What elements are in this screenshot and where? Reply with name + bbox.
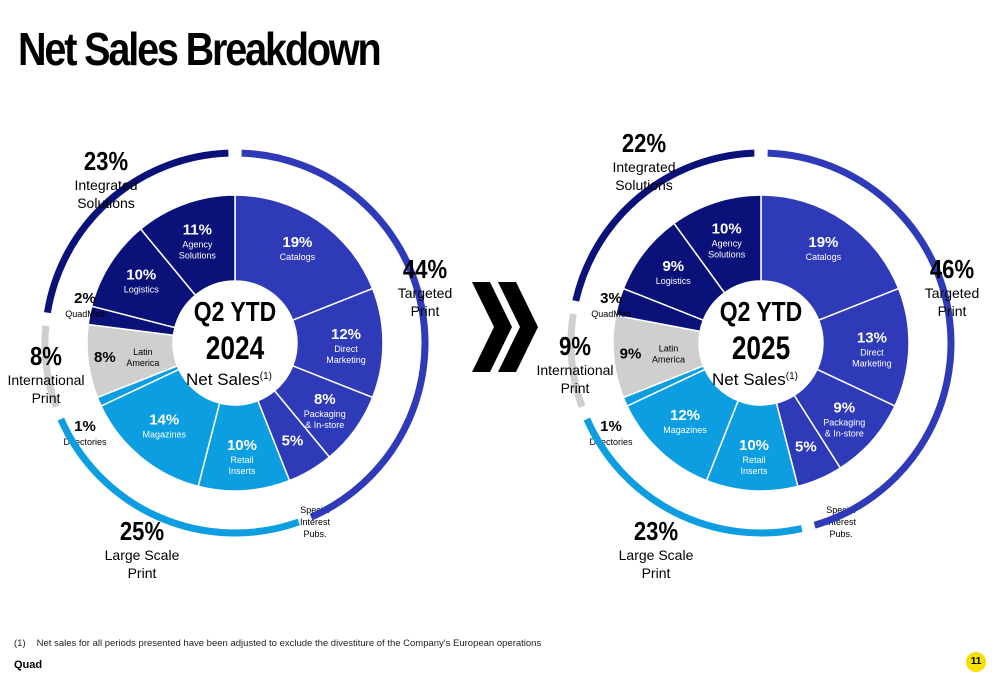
donut-slice-catalogs	[234, 194, 374, 322]
group-arc-integrated-solutions	[572, 149, 755, 302]
group-name-label: Targeted Print	[398, 285, 452, 319]
slice-value-label: 2%	[74, 290, 96, 307]
group-value-label: 44%	[403, 255, 447, 284]
slice-value-label: 12%	[670, 407, 700, 424]
donut-center	[174, 282, 296, 404]
slice-name-label: Latin America	[126, 347, 159, 368]
slice-value-label: 8%	[314, 391, 336, 408]
group-arc-large-scale-print	[583, 417, 803, 537]
group-value-label: 46%	[930, 255, 974, 284]
slice-name-label: Logistics	[124, 285, 160, 295]
group-arc-targeted-print	[241, 149, 429, 521]
group-value-label: 8%	[30, 342, 62, 371]
center-year: 2025	[732, 332, 790, 367]
slice-name-label: Direct Marketing	[326, 344, 366, 365]
slice-name-label: Logistics	[656, 276, 692, 286]
slice-value-label: 5%	[795, 439, 817, 456]
page-number-badge: 11	[966, 652, 986, 672]
group-value-label: 25%	[120, 517, 164, 546]
slice-value-label: 1%	[74, 418, 96, 435]
slice-name-label: Magazines	[663, 425, 707, 435]
slice-name-label: Special Interest Pubs.	[826, 505, 857, 539]
group-arc-integrated-solutions	[43, 149, 229, 314]
slice-value-label: 10%	[227, 437, 257, 454]
footnote-text: Net sales for all periods presented have…	[36, 638, 542, 649]
group-name-label: Large Scale Print	[619, 547, 694, 581]
company-logo: Quad	[14, 659, 43, 671]
slice-value-label: 9%	[662, 258, 684, 275]
slice-value-label: 8%	[94, 349, 116, 366]
group-name-label: International Print	[536, 362, 613, 396]
slice-name-label: QuadMed	[591, 309, 631, 319]
group-name-label: International Print	[7, 372, 84, 406]
center-subtitle: Net Sales(1)	[186, 370, 272, 389]
slice-name-label: Retail Inserts	[228, 455, 256, 476]
slice-value-label: 10%	[739, 437, 769, 454]
slice-name-label: Direct Marketing	[852, 347, 892, 368]
slice-value-label: 19%	[282, 234, 312, 251]
slice-value-label: 19%	[808, 234, 838, 251]
donut-slice-catalogs	[760, 194, 900, 322]
slice-name-label: Packaging & In-store	[823, 417, 865, 438]
slice-name-label: Latin America	[652, 343, 685, 364]
slice-name-label: Packaging & In-store	[304, 409, 346, 430]
group-arc-large-scale-print	[57, 417, 300, 537]
center-year: 2024	[206, 332, 265, 367]
group-value-label: 9%	[559, 332, 591, 361]
slice-value-label: 5%	[282, 432, 304, 449]
slice-value-label: 9%	[620, 345, 642, 362]
double-chevron-right-icon	[472, 282, 538, 372]
slice-name-label: QuadMed	[65, 309, 105, 319]
slice-name-label: Agency Solutions	[708, 238, 746, 259]
donut-center	[700, 282, 822, 404]
group-name-label: Integrated Solutions	[74, 177, 137, 211]
center-subtitle: Net Sales(1)	[712, 370, 798, 389]
slice-value-label: 12%	[331, 326, 361, 343]
donut-slice-agency-solutions	[139, 194, 236, 297]
slice-value-label: 10%	[712, 220, 742, 237]
slice-name-label: Magazines	[142, 430, 186, 440]
slice-name-label: Directories	[589, 437, 633, 447]
group-value-label: 23%	[84, 147, 128, 176]
slice-name-label: Catalogs	[806, 252, 842, 262]
donut-slice-agency-solutions	[672, 194, 762, 294]
group-arc-targeted-print	[767, 149, 955, 529]
center-subtitle-sup: (1)	[786, 371, 798, 382]
slice-value-label: 14%	[149, 412, 179, 429]
slice-name-label: Retail Inserts	[741, 455, 769, 476]
center-subtitle-text: Net Sales	[712, 370, 786, 389]
center-subtitle-sup: (1)	[260, 371, 272, 382]
slice-value-label: 11%	[183, 222, 212, 239]
slice-value-label: 10%	[126, 267, 156, 284]
slice-name-label: Special Interest Pubs.	[300, 505, 331, 539]
group-name-label: Integrated Solutions	[612, 159, 675, 193]
group-name-label: Large Scale Print	[105, 547, 180, 581]
slice-value-label: 3%	[600, 290, 622, 307]
slice-name-label: Agency Solutions	[179, 240, 217, 261]
page-title: Net Sales Breakdown	[18, 23, 382, 75]
group-name-label: Targeted Print	[925, 285, 979, 319]
slice-value-label: 13%	[857, 329, 887, 346]
slice-value-label: 9%	[833, 399, 855, 416]
group-value-label: 23%	[634, 517, 678, 546]
center-title: Q2 YTD	[720, 297, 802, 328]
footnote: (1) Net sales for all periods presented …	[14, 638, 541, 649]
group-value-label: 22%	[622, 129, 666, 158]
group-arc-international-print	[567, 313, 586, 408]
group-arc-international-print	[41, 325, 60, 408]
footnote-marker: (1)	[14, 638, 26, 649]
slice-value-label: 1%	[600, 418, 622, 435]
slice-name-label: Catalogs	[280, 252, 316, 262]
center-title: Q2 YTD	[194, 297, 276, 328]
slice-name-label: Directories	[63, 437, 107, 447]
center-subtitle-text: Net Sales	[186, 370, 260, 389]
